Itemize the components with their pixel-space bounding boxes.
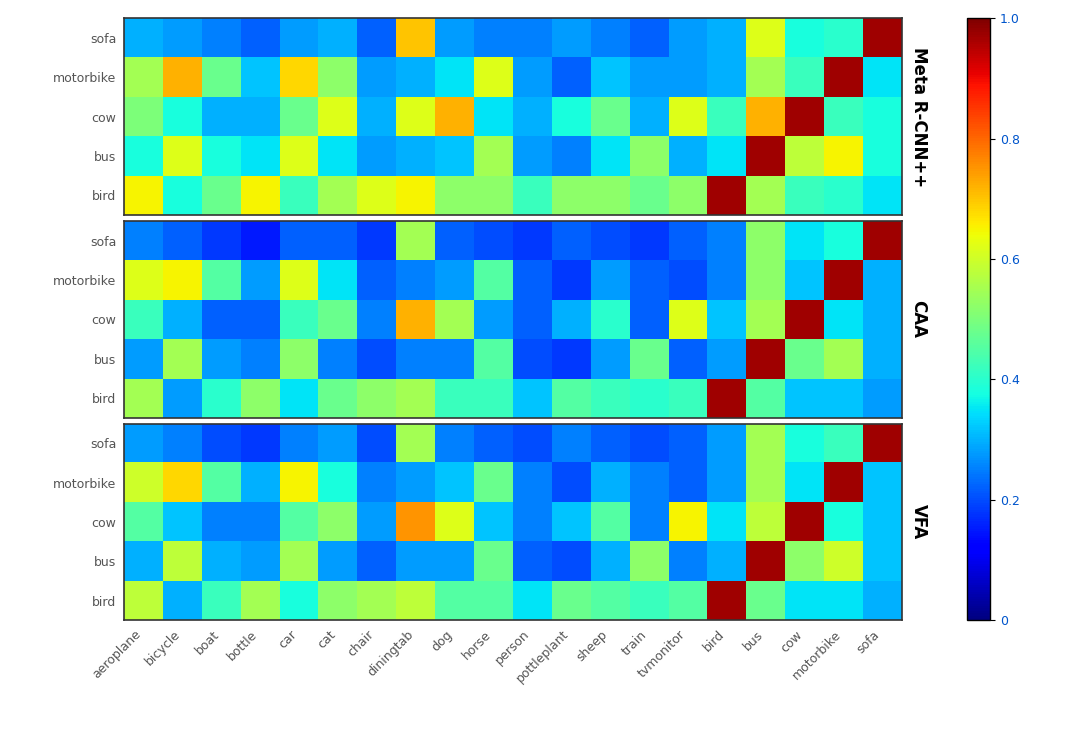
Text: Meta R-CNN++: Meta R-CNN++ xyxy=(909,47,928,186)
Text: CAA: CAA xyxy=(909,300,928,338)
Text: VFA: VFA xyxy=(909,504,928,539)
